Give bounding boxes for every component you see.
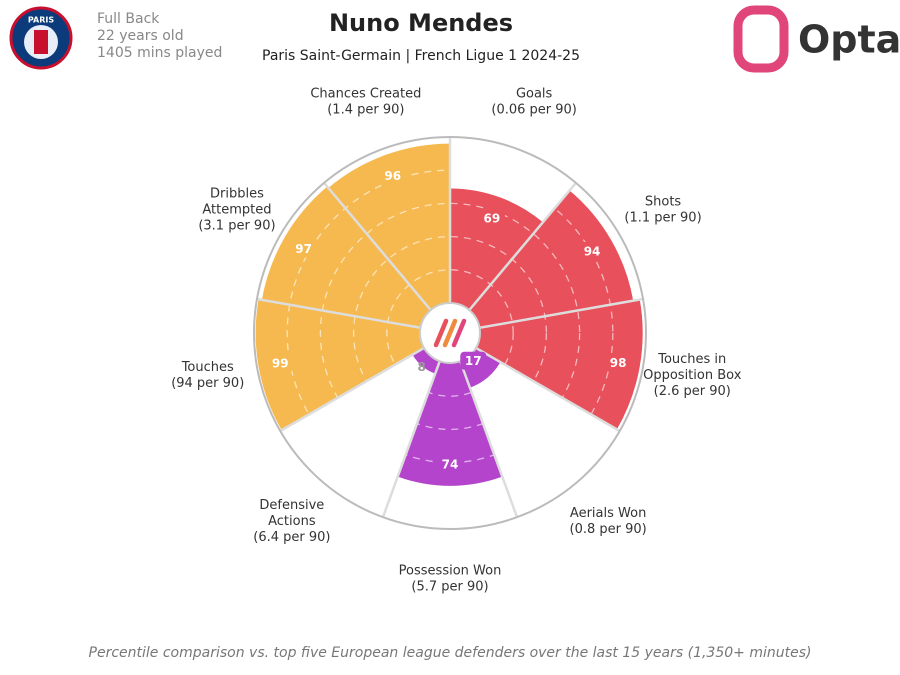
category-label: Possession Won — [399, 564, 502, 579]
bar — [397, 361, 503, 486]
grid-ring — [286, 169, 614, 497]
age: 22 years old — [97, 28, 184, 44]
chart-subtitle: Paris Saint-Germain | French Ligue 1 202… — [262, 48, 580, 64]
value-label: 99 — [272, 356, 289, 370]
value-label-bg — [379, 166, 406, 185]
per90-label: (94 per 90) — [171, 376, 244, 391]
category-label: Attempted — [202, 203, 271, 218]
value-label: 98 — [610, 356, 627, 370]
value-label-bg — [605, 353, 632, 372]
logo-text: PARIS — [28, 16, 54, 25]
chart-title: Nuno Mendes — [329, 9, 513, 37]
center-logo-stroke — [442, 318, 458, 348]
category-label: Chances Created — [310, 86, 421, 101]
value-label-group: 74 — [437, 454, 463, 473]
per90-label: (5.7 per 90) — [411, 580, 488, 595]
value-label-bg — [290, 239, 317, 258]
logo-stripe — [34, 30, 48, 54]
value-label-group: 94 — [579, 241, 606, 260]
outer-ring — [253, 136, 647, 530]
value-label-bg — [267, 353, 294, 372]
value-label-group: 96 — [379, 166, 406, 185]
category-label: Goals — [516, 86, 553, 101]
per90-label: (2.6 per 90) — [654, 384, 731, 399]
value-label: 8 — [418, 360, 426, 374]
grid-ring — [386, 269, 514, 397]
value-label: 69 — [484, 211, 501, 225]
value-label-bg — [478, 208, 505, 227]
value-label-group: 97 — [290, 239, 317, 258]
value-label: 94 — [584, 244, 601, 258]
separator — [256, 297, 421, 330]
bar — [328, 143, 450, 311]
category-label: Defensive — [259, 498, 324, 513]
grid-ring — [319, 202, 581, 464]
separator — [279, 346, 425, 433]
separator — [475, 346, 621, 433]
category-label: Actions — [268, 514, 316, 529]
value-label-group: 8 — [418, 360, 426, 374]
brand-mark — [733, 5, 789, 73]
bar — [450, 188, 543, 311]
position: Full Back — [97, 11, 160, 27]
separator — [381, 360, 441, 518]
per90-label: (3.1 per 90) — [198, 219, 275, 234]
value-label-bg — [437, 454, 463, 473]
value-label: 17 — [465, 354, 482, 368]
value-label-group: 69 — [478, 208, 505, 227]
value-label-bg — [460, 351, 487, 370]
value-label: 97 — [295, 242, 312, 256]
footnote: Percentile comparison vs. top five Europ… — [89, 645, 812, 661]
bar — [255, 299, 425, 431]
center-logo-stroke — [451, 318, 467, 348]
separator — [323, 182, 432, 311]
brand-logo: Opta — [733, 5, 900, 73]
minutes: 1405 mins played — [97, 45, 222, 61]
value-label-group: 17 — [460, 351, 487, 370]
brand-text: Opta — [798, 18, 900, 62]
bar — [475, 299, 643, 430]
category-label: Opposition Box — [643, 368, 742, 383]
category-label: Dribbles — [210, 187, 264, 202]
per90-label: (0.06 per 90) — [491, 102, 577, 117]
separator — [459, 360, 519, 518]
value-label-bg — [579, 241, 606, 260]
club-logo: PARIS — [9, 6, 73, 70]
bar — [412, 348, 440, 374]
per90-label: (6.4 per 90) — [253, 530, 330, 545]
value-label: 74 — [442, 457, 459, 471]
category-label: Shots — [645, 195, 682, 210]
separator — [479, 297, 644, 330]
center-logo-stroke — [433, 318, 449, 348]
per90-label: (1.4 per 90) — [327, 102, 404, 117]
category-label: Aerials Won — [570, 506, 646, 521]
category-label: Touches — [181, 360, 234, 375]
value-label-group: 99 — [267, 353, 294, 372]
grid-ring — [352, 235, 548, 431]
per90-label: (0.8 per 90) — [570, 522, 647, 537]
bar — [261, 186, 431, 328]
separator — [468, 182, 577, 311]
bar — [469, 190, 634, 328]
per90-label: (1.1 per 90) — [624, 211, 701, 226]
value-label: 96 — [384, 169, 401, 183]
value-label-group: 98 — [605, 353, 632, 372]
category-label: Touches in — [657, 352, 726, 367]
